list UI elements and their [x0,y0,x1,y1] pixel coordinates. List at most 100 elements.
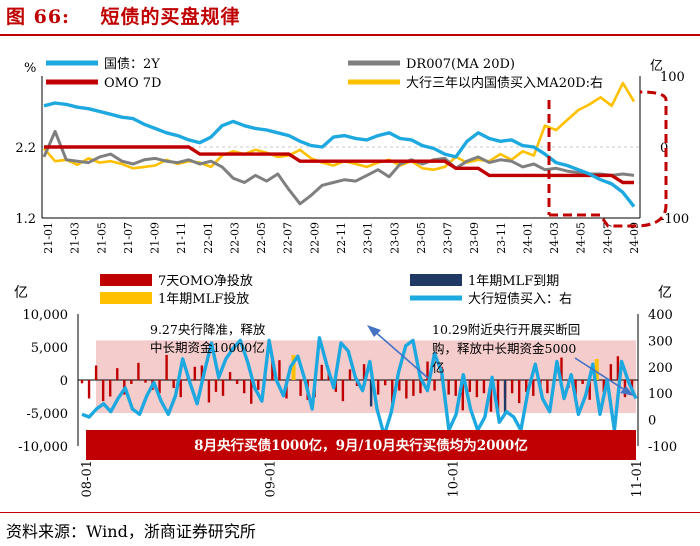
bar-omo-net [242,380,246,394]
source-rule [0,512,700,513]
chart2-left-unit: 亿 [14,285,28,301]
chart1-legend-label: 国债：2Y [104,57,160,72]
bar-omo-net [546,380,549,394]
chart1-right-tick: 0 [660,141,668,156]
bar-omo-net [447,380,450,395]
chart1-x-tick: 23-03 [388,222,401,254]
bar-omo-net [412,380,415,396]
bar-omo-net [362,364,366,380]
bar-omo-net [109,380,112,397]
bar-omo-net [532,380,535,396]
chart1-x-tick: 24-03 [548,222,561,254]
chart2-legend-label: 大行短债买入：右 [468,292,572,307]
bar-omo-net [468,380,472,392]
annotation-outright-repo-line2: 购，释放中长期资金5000 [432,341,576,356]
chart1-x-tick: 22-11 [335,222,348,254]
chart2-x-tick: 09-01 [263,460,278,497]
bar-omo-net [398,380,401,391]
bar-omo-net [391,380,394,404]
chart2-right-tick: 0 [648,414,656,429]
bar-omo-net [299,380,302,396]
bar-omo-net [560,357,563,380]
chart1-x-tick: 22-09 [308,222,321,254]
chart2-right-unit: 亿 [658,285,672,301]
chart1-x-tick: 21-11 [175,222,188,254]
chart1-x-tick: 24-01 [521,222,534,254]
bar-omo-net [475,380,479,398]
chart1-right-tick: 100 [660,70,685,85]
chart1-x-tick: 21-09 [149,222,162,254]
series-omo-line [44,145,634,185]
bar-omo-net [574,380,577,396]
bar-omo-net [334,380,338,392]
chart1-x-tick: 21-05 [95,222,108,254]
bar-omo-net [581,380,584,384]
annotation-arrow-shaft [574,357,629,393]
chart1-x-tick: 21-03 [69,222,82,254]
chart2-left-tick: -10,000 [18,440,68,455]
bar-omo-net [454,380,457,396]
chart1-x-tick: 23-05 [415,222,428,254]
annotation-arrow-head [367,325,381,337]
bar-omo-net [101,380,105,402]
title-rule [0,34,700,36]
chart1-legend-label: DR007(MA 20D) [406,57,515,72]
bar-omo-net [426,361,429,380]
chart2-right-tick: -100 [648,440,677,455]
bar-omo-net [193,366,197,380]
bar-omo-net [221,380,225,396]
chart2-legend-swatch [100,292,152,304]
bar-omo-net [130,380,133,384]
bar-mlf-inject [291,354,296,380]
chart2-left-tick: 5,000 [31,341,68,356]
bar-omo-net [496,380,500,415]
chart2-right-tick: 200 [648,361,673,376]
chart-canvas: % 亿 1.2 2.2 100 0 -100 21-01 21-03 21-05 21-07 21-0… [14,57,689,497]
bar-omo-net [609,364,613,380]
highlight-dashed-box [547,90,668,228]
bar-omo-net [158,380,161,394]
bar-omo-net [616,356,620,380]
chart1-x-tick: 22-01 [202,222,215,254]
chart1-x-tick: 23-11 [495,222,508,254]
chart1-legend-label: 大行三年以内国债买入MA20D:右 [406,75,603,91]
chart1-legend-label: OMO 7D [104,76,161,91]
annotation-rrr-cut-line2: 中长期资金10000亿 [150,340,265,355]
bar-omo-net [384,380,387,386]
chart1-left-tick: 2.2 [15,141,36,156]
bar-omo-net [94,365,98,380]
chart1-x-tick: 22-07 [282,222,295,254]
bar-omo-net [517,380,521,404]
bar-omo-net [489,380,493,412]
chart1-x-tick: 23-07 [442,222,455,254]
chart1-x-tick: 22-05 [255,222,268,254]
bar-omo-net [320,364,323,380]
chart2-right-tick: 400 [648,308,673,323]
bar-omo-net [214,380,218,392]
chart2-legend-swatch [100,274,152,286]
bar-omo-net [482,380,486,394]
chart1-x-tick: 21-07 [122,222,135,254]
bar-omo-net [461,380,464,411]
bar-mlf-mature [503,380,507,413]
bar-omo-net [144,380,147,383]
bar-omo-net [588,380,591,400]
annotation-outright-repo-line1: 10.29附近央行开展买断回 [432,322,580,337]
bar-omo-net [525,380,528,392]
bar-omo-net [137,362,140,380]
bar-omo-net [235,380,239,384]
bar-omo-net [179,380,182,398]
chart2-left-tick: -5,000 [26,407,68,422]
annotation-arrow-shaft [372,329,429,379]
bar-omo-net [510,380,514,394]
chart1-x-tick: 21-01 [42,222,55,254]
bar-omo-net [228,372,232,380]
bar-omo-net [376,380,380,395]
series-big-bank-line [43,81,636,171]
chart2-left-tick: 0 [60,374,68,389]
bar-omo-net [257,380,260,390]
chart1-x-tick: 23-09 [468,222,481,254]
chart2-right-tick: 100 [648,387,673,402]
chart2-x-tick: 10-01 [447,460,462,497]
chart2-x-tick: 11-01 [630,460,645,497]
